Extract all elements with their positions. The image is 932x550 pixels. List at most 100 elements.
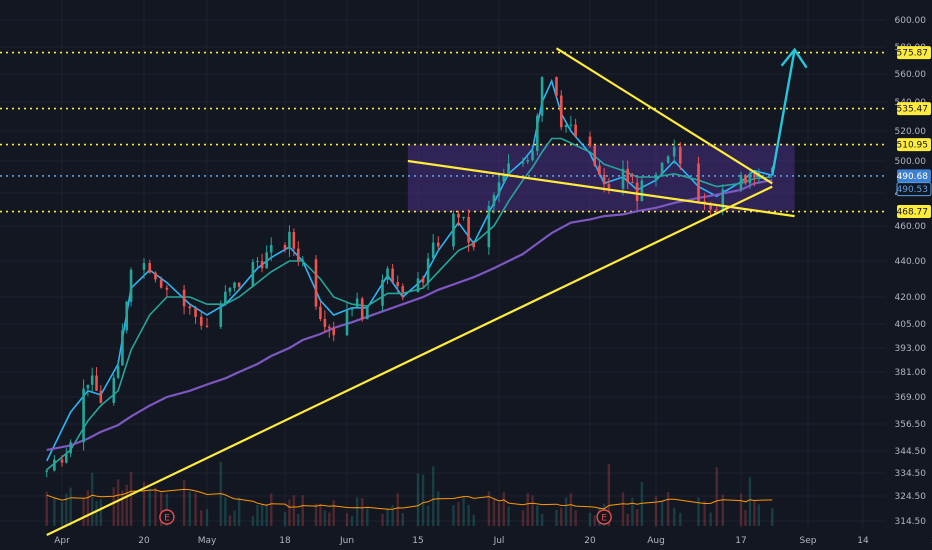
level-badge-box [897,46,931,60]
volume-bar [437,491,440,526]
volume-bar [319,503,322,526]
time-tick-label: 15 [412,536,423,546]
volume-bar [159,492,163,526]
volume-bar [154,487,157,526]
volume-bar [492,499,496,526]
volume-bar [86,489,90,526]
arrow-shaft[interactable] [771,49,796,176]
time-tick-label: Aug [647,536,665,546]
candle-body [588,136,592,146]
volume-bar [753,500,756,526]
trendline[interactable] [46,185,773,536]
candle-body [269,244,273,253]
trendlines[interactable] [46,47,795,536]
volume-bar [82,498,85,526]
arrow-head[interactable] [780,47,808,69]
time-tick-label: 20 [584,536,596,546]
volume-bar [228,515,232,526]
time-tick-label: Apr [54,536,70,546]
horizontal-levels[interactable] [0,51,886,213]
volume-bar [431,466,435,526]
candle-body [381,279,384,306]
price-tick-label: 393.00 [895,344,927,354]
time-tick-label: Jun [339,536,354,546]
candle-body [487,205,491,248]
volume-bar [709,512,712,526]
volume-bar [99,499,103,526]
candle-body [431,242,435,259]
volume-bar [621,492,625,526]
volume-bar [260,504,264,526]
trendline[interactable] [407,159,795,218]
candle-body [621,168,625,189]
candle-body [396,282,400,287]
level-badge-box [897,169,931,183]
time-tick-label: 20 [138,536,150,546]
candle-body [237,282,241,287]
level-badge-label: 468.77 [897,208,929,218]
volume-bar [421,474,425,526]
candle-body [598,165,601,175]
candle-body [666,156,670,163]
volume-bar [366,507,369,526]
earnings-marker[interactable] [159,509,175,525]
candle-body [631,182,634,184]
candle-body [365,305,369,320]
volume-bar [283,512,287,526]
price-tick-label: 405.00 [895,320,927,330]
volume-bar [452,504,455,526]
candle-body [99,390,103,403]
volume-bar [188,491,192,526]
time-axis[interactable]: Apr20May18Jun15Jul20Aug17Sep1428 [54,536,932,546]
grid [0,0,886,530]
volume-bar [640,482,644,526]
candle-body [265,252,268,269]
volume-bar [60,502,64,526]
volume-bar [233,510,236,526]
candle-body [526,160,530,162]
candle-body [256,261,259,263]
volume-bar [521,510,525,526]
volume-bar [65,493,68,526]
volume-bar [142,481,146,526]
candle-body [452,213,455,247]
volume-bar [607,463,611,526]
candle-body [86,384,90,389]
candle-body [323,318,327,327]
volume-bar [251,515,255,526]
volume-ma-line [46,488,773,510]
volume-bar [112,487,115,526]
price-tick-label: 344.50 [895,447,927,457]
volume-bar [200,510,203,526]
level-badge-box [897,205,931,219]
price-tick-label: 440.00 [895,257,927,267]
level-badge-label: 510.95 [897,141,929,151]
projection-arrow[interactable] [771,47,808,176]
candle-body [640,180,644,202]
volume-bar [574,510,577,526]
trendline[interactable] [555,47,773,185]
volume-bar [270,493,273,526]
price-tick-label: 324.50 [895,492,927,502]
candle-body [360,298,364,320]
candle-body [635,182,639,202]
last-price-box [896,182,932,197]
volume-bar [328,512,331,526]
earnings-marker[interactable] [596,509,612,525]
candle-body [472,242,475,248]
volume-bar [148,488,151,526]
volume-bar [292,495,296,526]
volume-bar [679,512,682,526]
volume-bar [462,497,465,526]
volume-bar [588,512,592,526]
volume-bar [350,515,354,526]
candle-body [709,203,712,210]
volume-bar [345,513,349,526]
candle-body [536,115,539,151]
candle-body [744,175,747,184]
candle-body [129,269,133,302]
candle-body [421,278,425,283]
candle-body [165,287,169,290]
